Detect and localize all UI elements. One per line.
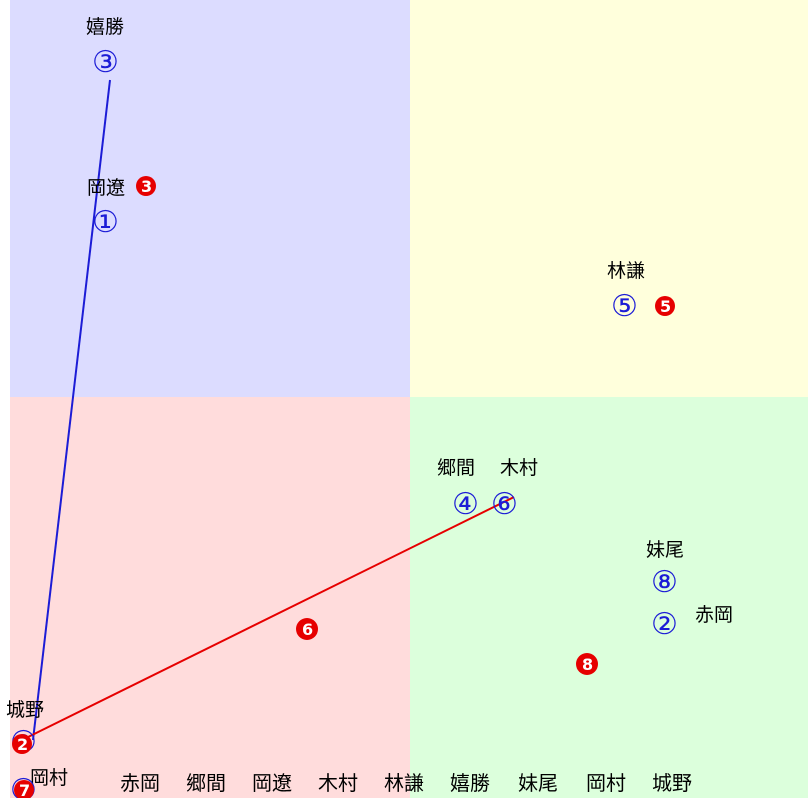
- node-label-8: 妹尾: [646, 539, 684, 561]
- red-marker-5: 5: [655, 296, 675, 316]
- node-label-3: 嬉勝: [86, 16, 124, 38]
- node-marker-2: ②: [651, 607, 678, 642]
- quadrant-top-left: [10, 0, 410, 397]
- red-marker-3: 3: [136, 176, 156, 196]
- node-label-1: 岡遼: [87, 177, 125, 199]
- red-connector-line: [21, 496, 515, 741]
- bottom-name-8: 岡村: [586, 771, 626, 795]
- red-marker-6: 6: [296, 618, 318, 640]
- red-marker-8: 8: [576, 653, 598, 675]
- bottom-name-9: 城野: [652, 771, 692, 795]
- bottom-name-5: 林謙: [384, 771, 424, 795]
- node-label-2: 赤岡: [695, 604, 733, 626]
- svg-text:5: 5: [660, 297, 671, 316]
- node-marker-8: ⑧: [651, 565, 678, 600]
- bottom-name-7: 妹尾: [518, 771, 558, 795]
- blue-connector-line: [32, 79, 111, 741]
- node-marker-1: ①: [92, 205, 119, 240]
- bottom-name-1: 赤岡: [120, 771, 160, 795]
- node-label-4: 郷間: [437, 457, 475, 479]
- node-label-7: 岡村: [30, 767, 68, 789]
- red-marker-2: 2: [12, 734, 32, 754]
- bottom-name-6: 嬉勝: [450, 771, 490, 795]
- node-marker-5: ⑤: [611, 289, 638, 324]
- node-label-5: 林謙: [607, 260, 645, 282]
- quadrant-bottom-right: [410, 397, 808, 798]
- svg-text:8: 8: [582, 655, 593, 674]
- svg-text:6: 6: [302, 620, 313, 639]
- svg-text:3: 3: [141, 177, 152, 196]
- red-marker-7: 7: [14, 780, 34, 798]
- quadrant-top-right: [410, 0, 808, 397]
- bottom-name-2: 郷間: [186, 771, 226, 795]
- node-marker-6: ⑥: [491, 487, 518, 522]
- bottom-name-3: 岡遼: [252, 771, 292, 795]
- svg-text:7: 7: [19, 781, 30, 798]
- svg-text:2: 2: [17, 735, 28, 754]
- bottom-name-4: 木村: [318, 771, 358, 795]
- node-label-9: 城野: [6, 699, 44, 721]
- node-marker-3: ③: [92, 45, 119, 80]
- node-marker-4: ④: [452, 487, 479, 522]
- node-label-6: 木村: [500, 457, 538, 479]
- quadrant-bottom-left: [10, 397, 410, 798]
